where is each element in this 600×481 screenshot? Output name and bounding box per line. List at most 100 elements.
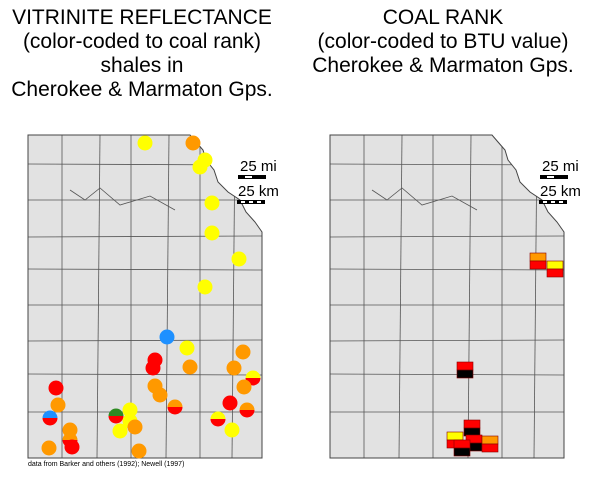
marker — [204, 195, 220, 211]
sample-marker — [204, 195, 220, 211]
sample-marker — [131, 443, 147, 459]
sample-marker — [226, 360, 242, 376]
coal-marker — [453, 439, 471, 457]
scale-bar — [249, 201, 253, 203]
scale-bar — [245, 176, 252, 178]
marker-bottom — [453, 447, 471, 457]
marker-bottom — [108, 416, 124, 424]
title-line: Cherokee & Marmaton Gps. — [312, 54, 573, 77]
marker-bottom — [239, 410, 255, 418]
sample-marker — [239, 402, 255, 418]
river-boundary — [371, 187, 478, 211]
marker — [236, 379, 252, 395]
county-line — [28, 268, 262, 271]
marker-top — [245, 370, 261, 378]
sample-marker — [41, 440, 57, 456]
county-map: 25 mi 25 km — [27, 134, 279, 459]
marker-top — [239, 402, 255, 410]
scale-label: 25 km — [238, 183, 279, 200]
scale-bar — [241, 201, 245, 203]
scale-bar — [547, 176, 554, 178]
marker-bottom — [210, 419, 226, 427]
sample-marker — [235, 344, 251, 360]
marker — [222, 395, 238, 411]
title-line: (color-coded to coal rank) — [23, 30, 261, 53]
scale-bar — [257, 201, 261, 203]
coal-marker — [481, 435, 499, 453]
marker-top — [42, 410, 58, 418]
marker — [131, 443, 147, 459]
title-line: VITRINITE REFLECTANCE — [12, 6, 272, 29]
marker — [224, 422, 240, 438]
marker-top — [481, 435, 499, 445]
marker — [48, 380, 64, 396]
marker-bottom — [546, 268, 564, 278]
maps: 25 mi 25 km 25 mi 25 km — [27, 134, 581, 459]
marker-bottom — [167, 407, 183, 415]
coal-marker — [456, 361, 474, 379]
sample-marker — [179, 340, 195, 356]
sample-marker — [182, 359, 198, 375]
county-line — [28, 339, 262, 342]
marker — [204, 225, 220, 241]
sample-marker — [137, 135, 153, 151]
county-line — [330, 268, 564, 271]
marker-top — [463, 419, 481, 429]
title-line: COAL RANK — [383, 6, 504, 29]
sample-marker — [108, 408, 124, 424]
marker — [235, 344, 251, 360]
marker-top — [446, 431, 464, 441]
marker — [185, 135, 201, 151]
sample-marker — [236, 379, 252, 395]
marker — [64, 439, 80, 455]
sample-marker — [42, 410, 58, 426]
sample-marker — [210, 411, 226, 427]
coal-marker — [463, 419, 481, 437]
coal-marker — [546, 260, 564, 278]
marker — [137, 135, 153, 151]
scale-bar — [559, 201, 563, 203]
sample-marker — [145, 360, 161, 376]
marker — [112, 423, 128, 439]
marker — [50, 397, 66, 413]
marker-bottom — [456, 369, 474, 379]
marker-top — [456, 361, 474, 371]
sample-marker — [224, 422, 240, 438]
sample-marker — [222, 395, 238, 411]
marker-top — [108, 408, 124, 416]
state-fill — [330, 135, 564, 458]
marker — [197, 279, 213, 295]
marker — [231, 251, 247, 267]
river-boundary — [69, 187, 176, 211]
county-line — [28, 373, 262, 376]
sample-marker — [159, 329, 175, 345]
sample-marker — [127, 419, 143, 435]
marker — [159, 329, 175, 345]
sample-marker — [185, 135, 201, 151]
sample-marker — [50, 397, 66, 413]
scale-bar — [551, 201, 555, 203]
sample-marker — [197, 279, 213, 295]
county-lines — [330, 135, 564, 458]
county-line — [330, 235, 564, 238]
marker-top — [546, 260, 564, 270]
marker-top — [167, 399, 183, 407]
scale-bar — [543, 201, 547, 203]
marker-bottom — [42, 418, 58, 426]
sample-marker — [167, 399, 183, 415]
marker — [179, 340, 195, 356]
marker-top — [210, 411, 226, 419]
marker — [152, 387, 168, 403]
marker-top — [529, 252, 547, 262]
marker — [41, 440, 57, 456]
sample-marker — [192, 159, 208, 175]
sample-marker — [122, 402, 138, 418]
sample-marker — [204, 225, 220, 241]
title-line: Cherokee & Marmaton Gps. — [11, 78, 272, 101]
county-line — [467, 135, 472, 458]
county-line — [330, 373, 564, 376]
county-line — [28, 235, 262, 238]
marker — [127, 419, 143, 435]
coal-marker — [529, 252, 547, 270]
